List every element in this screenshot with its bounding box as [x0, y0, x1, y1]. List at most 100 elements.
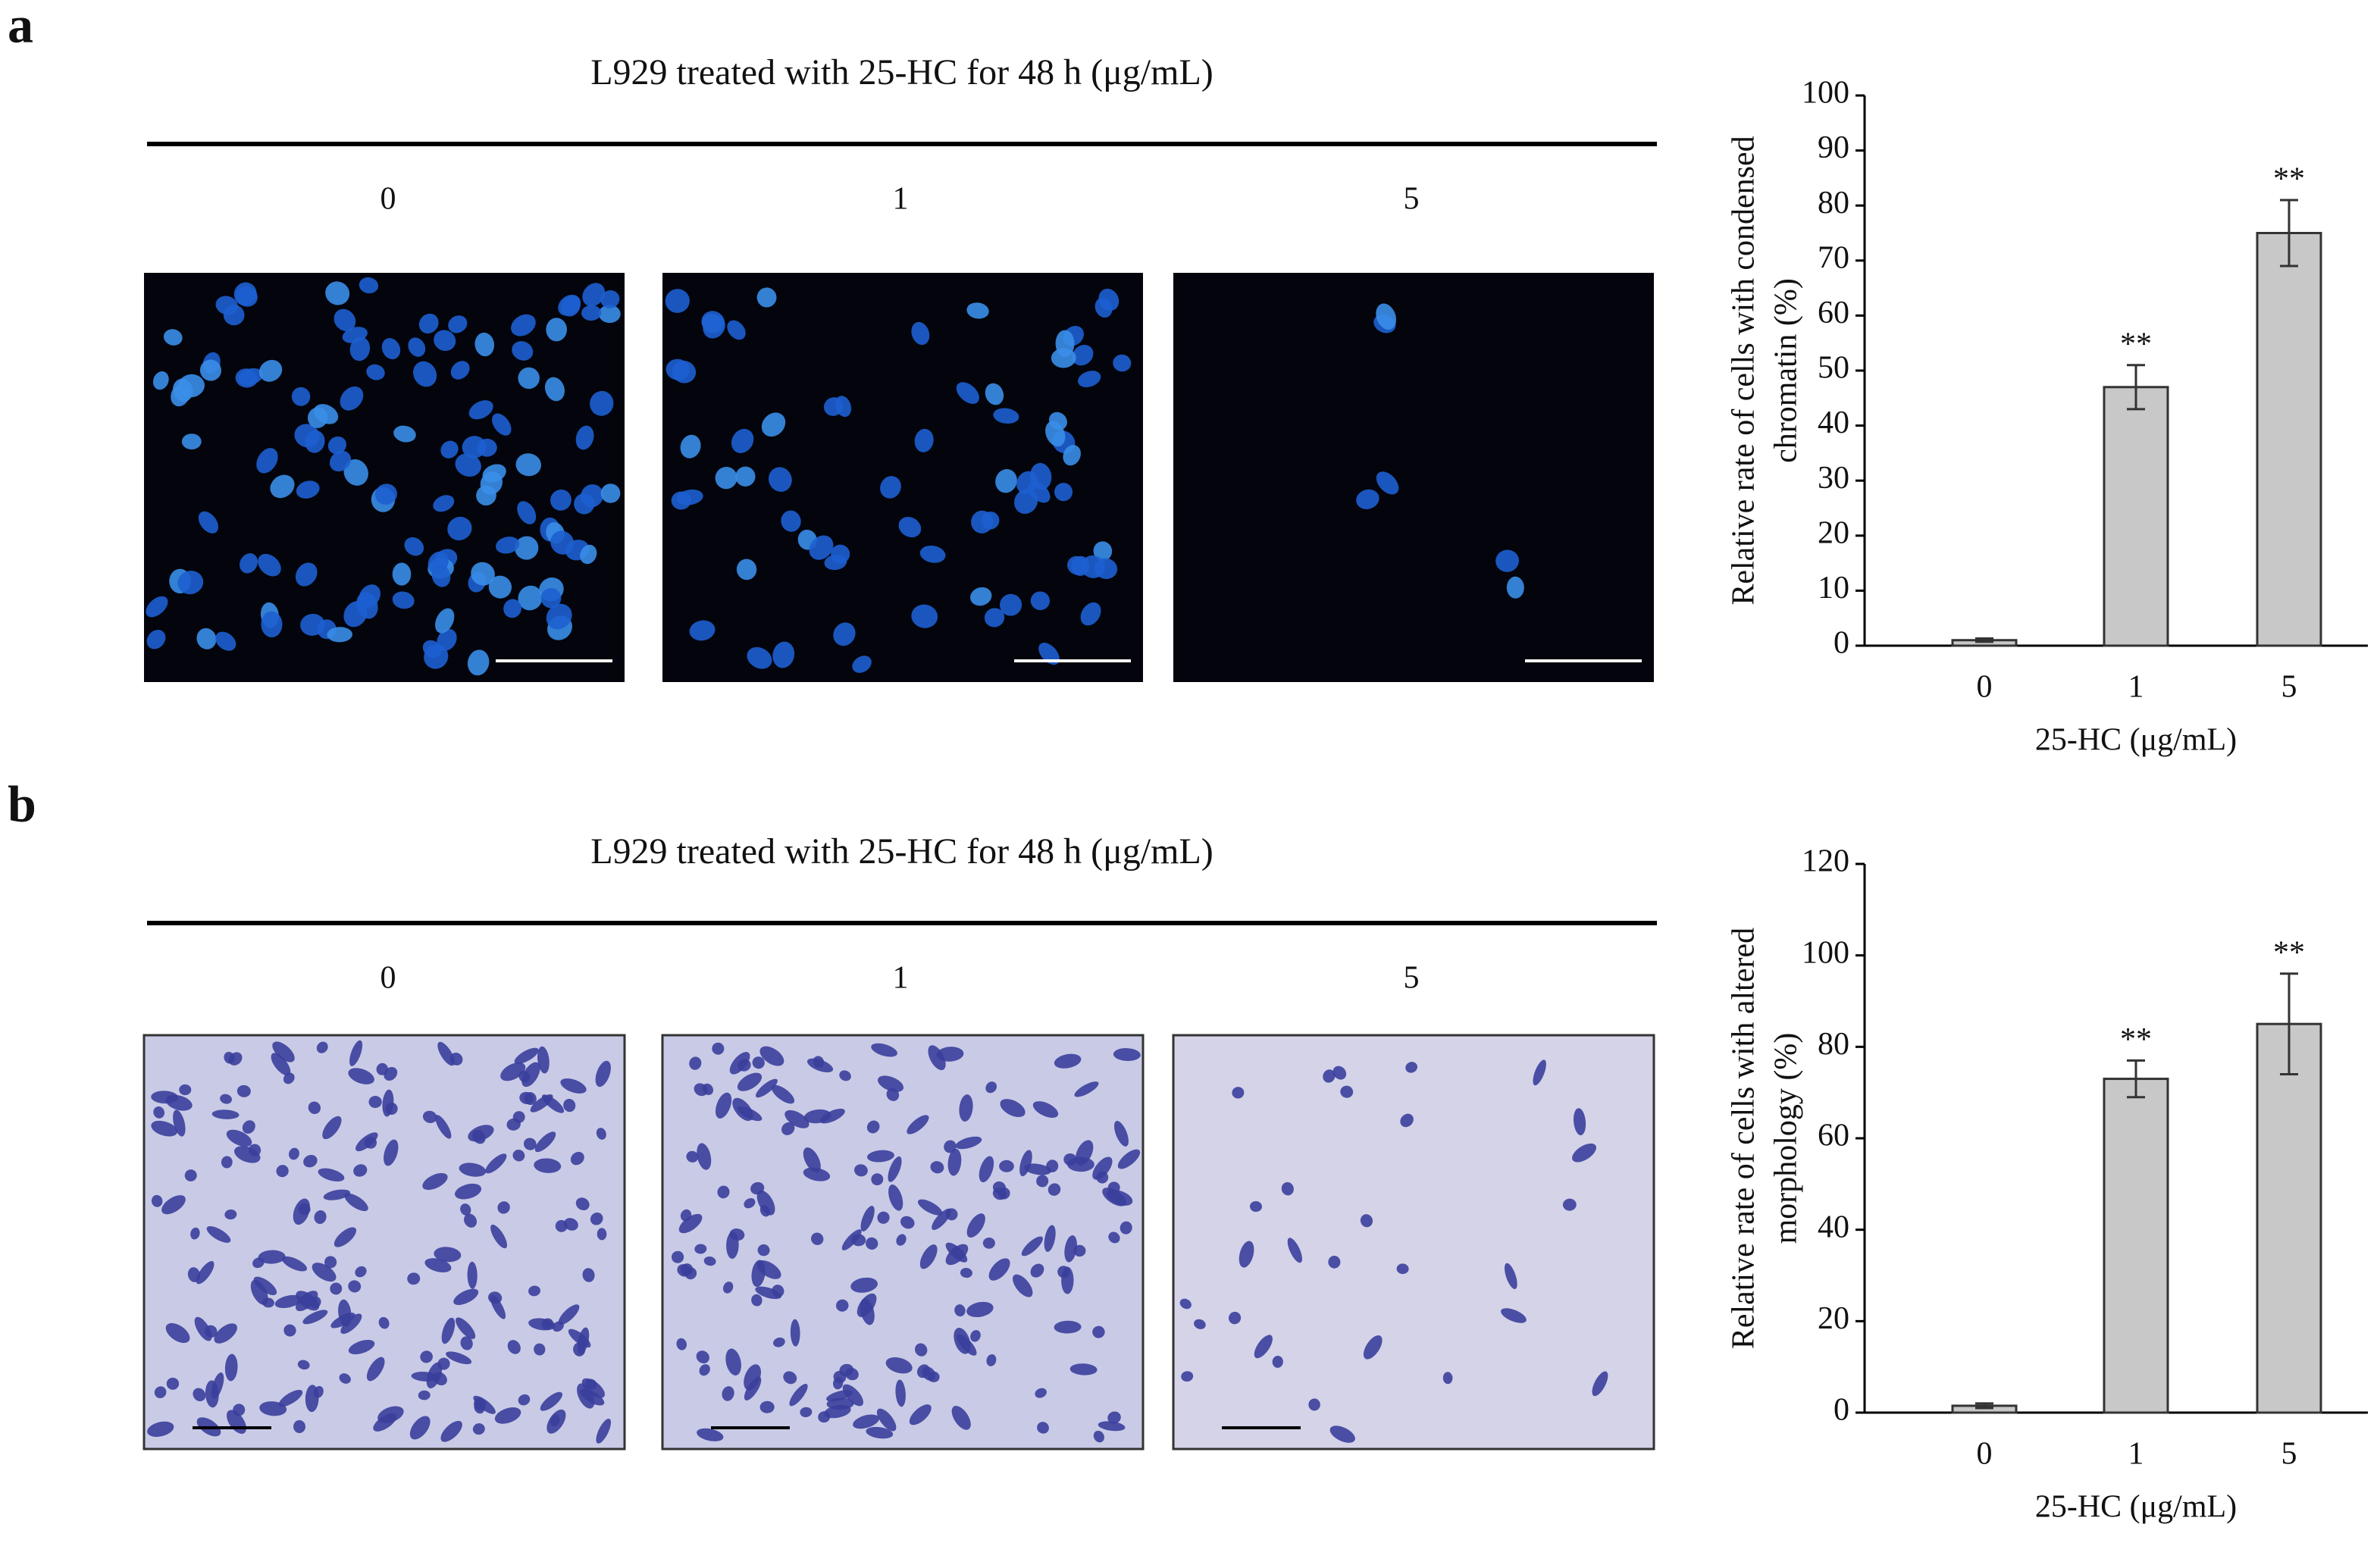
cell — [187, 1267, 201, 1282]
cell — [291, 386, 311, 406]
cell — [697, 1428, 724, 1441]
cell — [1019, 1150, 1032, 1177]
cell — [314, 1210, 327, 1225]
cell — [166, 1377, 180, 1390]
cell — [699, 1364, 710, 1376]
cell — [450, 361, 470, 380]
cell — [886, 1088, 900, 1101]
cell — [300, 613, 325, 636]
cell — [338, 1299, 352, 1327]
cell — [472, 1423, 485, 1435]
cell — [1013, 1274, 1033, 1297]
cell — [449, 1053, 463, 1066]
cell — [418, 1390, 431, 1400]
cell — [1117, 1149, 1141, 1169]
cell — [756, 287, 777, 308]
cell — [181, 433, 202, 450]
cell — [575, 1197, 590, 1211]
cell — [1405, 1062, 1418, 1073]
cell — [349, 336, 371, 361]
cell — [598, 305, 621, 324]
cell — [671, 491, 691, 510]
cell — [518, 1071, 531, 1083]
cell — [731, 428, 754, 453]
cell — [1038, 642, 1060, 665]
cell — [1340, 1085, 1354, 1098]
cell — [381, 338, 401, 360]
micrograph — [1173, 273, 1654, 682]
y-tick-label: 70 — [1818, 240, 1849, 275]
cell — [970, 1330, 981, 1342]
cell — [736, 559, 757, 581]
cell — [824, 1404, 851, 1419]
cell — [349, 1040, 363, 1066]
y-axis-label: morphology (%) — [1769, 1033, 1804, 1244]
cell — [582, 1268, 595, 1282]
cell — [1030, 1263, 1044, 1278]
cell — [422, 1110, 437, 1123]
cell — [224, 1354, 238, 1382]
cell — [240, 553, 258, 574]
y-axis-label: chromatin (%) — [1769, 278, 1804, 463]
cell — [833, 622, 856, 646]
cell — [784, 1109, 810, 1128]
x-axis-label: 25-HC (μg/mL) — [2035, 723, 2237, 758]
cell — [334, 1227, 357, 1247]
cell — [676, 1338, 687, 1350]
cell — [359, 277, 379, 294]
cell — [917, 1199, 943, 1216]
cell — [966, 302, 989, 319]
cell — [327, 627, 352, 643]
cell — [722, 1386, 734, 1401]
cell — [936, 1047, 964, 1062]
cell — [1281, 1181, 1294, 1196]
cell — [919, 545, 946, 563]
cell — [215, 296, 238, 315]
cell — [1063, 1153, 1077, 1166]
cell — [366, 364, 385, 380]
cell — [184, 1169, 197, 1181]
bar — [2256, 232, 2322, 647]
cell — [228, 1052, 243, 1066]
cell — [434, 330, 456, 352]
cell — [235, 368, 258, 388]
cell — [1179, 1298, 1192, 1310]
cell — [722, 1282, 734, 1294]
cell — [152, 371, 169, 390]
cell — [1078, 371, 1101, 388]
cell — [563, 1218, 578, 1231]
cell — [930, 1161, 944, 1174]
cell — [270, 474, 295, 499]
cell — [173, 1109, 186, 1137]
cell — [552, 1321, 564, 1332]
cell — [960, 1268, 972, 1278]
cell — [866, 1120, 880, 1134]
cell — [1092, 1325, 1105, 1338]
cell — [407, 1272, 421, 1285]
cell — [272, 1041, 295, 1062]
cell — [339, 1373, 351, 1384]
cell — [308, 1101, 321, 1115]
cell — [550, 1414, 560, 1427]
cell — [233, 282, 257, 306]
cell — [555, 1219, 568, 1232]
cell — [467, 649, 490, 676]
cell — [546, 318, 568, 342]
cell — [1064, 1235, 1077, 1263]
cell — [945, 1208, 958, 1221]
cell — [550, 530, 575, 555]
cell — [927, 1371, 940, 1382]
cell — [1332, 1066, 1347, 1080]
cell — [999, 1160, 1014, 1172]
cell — [146, 596, 168, 618]
cell — [540, 1391, 563, 1411]
micrograph — [142, 1034, 626, 1451]
cell — [1501, 1308, 1527, 1323]
cell — [448, 315, 468, 333]
cell — [570, 1151, 584, 1166]
cell — [993, 408, 1019, 424]
cell — [325, 281, 350, 305]
cell — [298, 1203, 311, 1216]
cell — [163, 329, 183, 346]
cell — [324, 1256, 337, 1269]
